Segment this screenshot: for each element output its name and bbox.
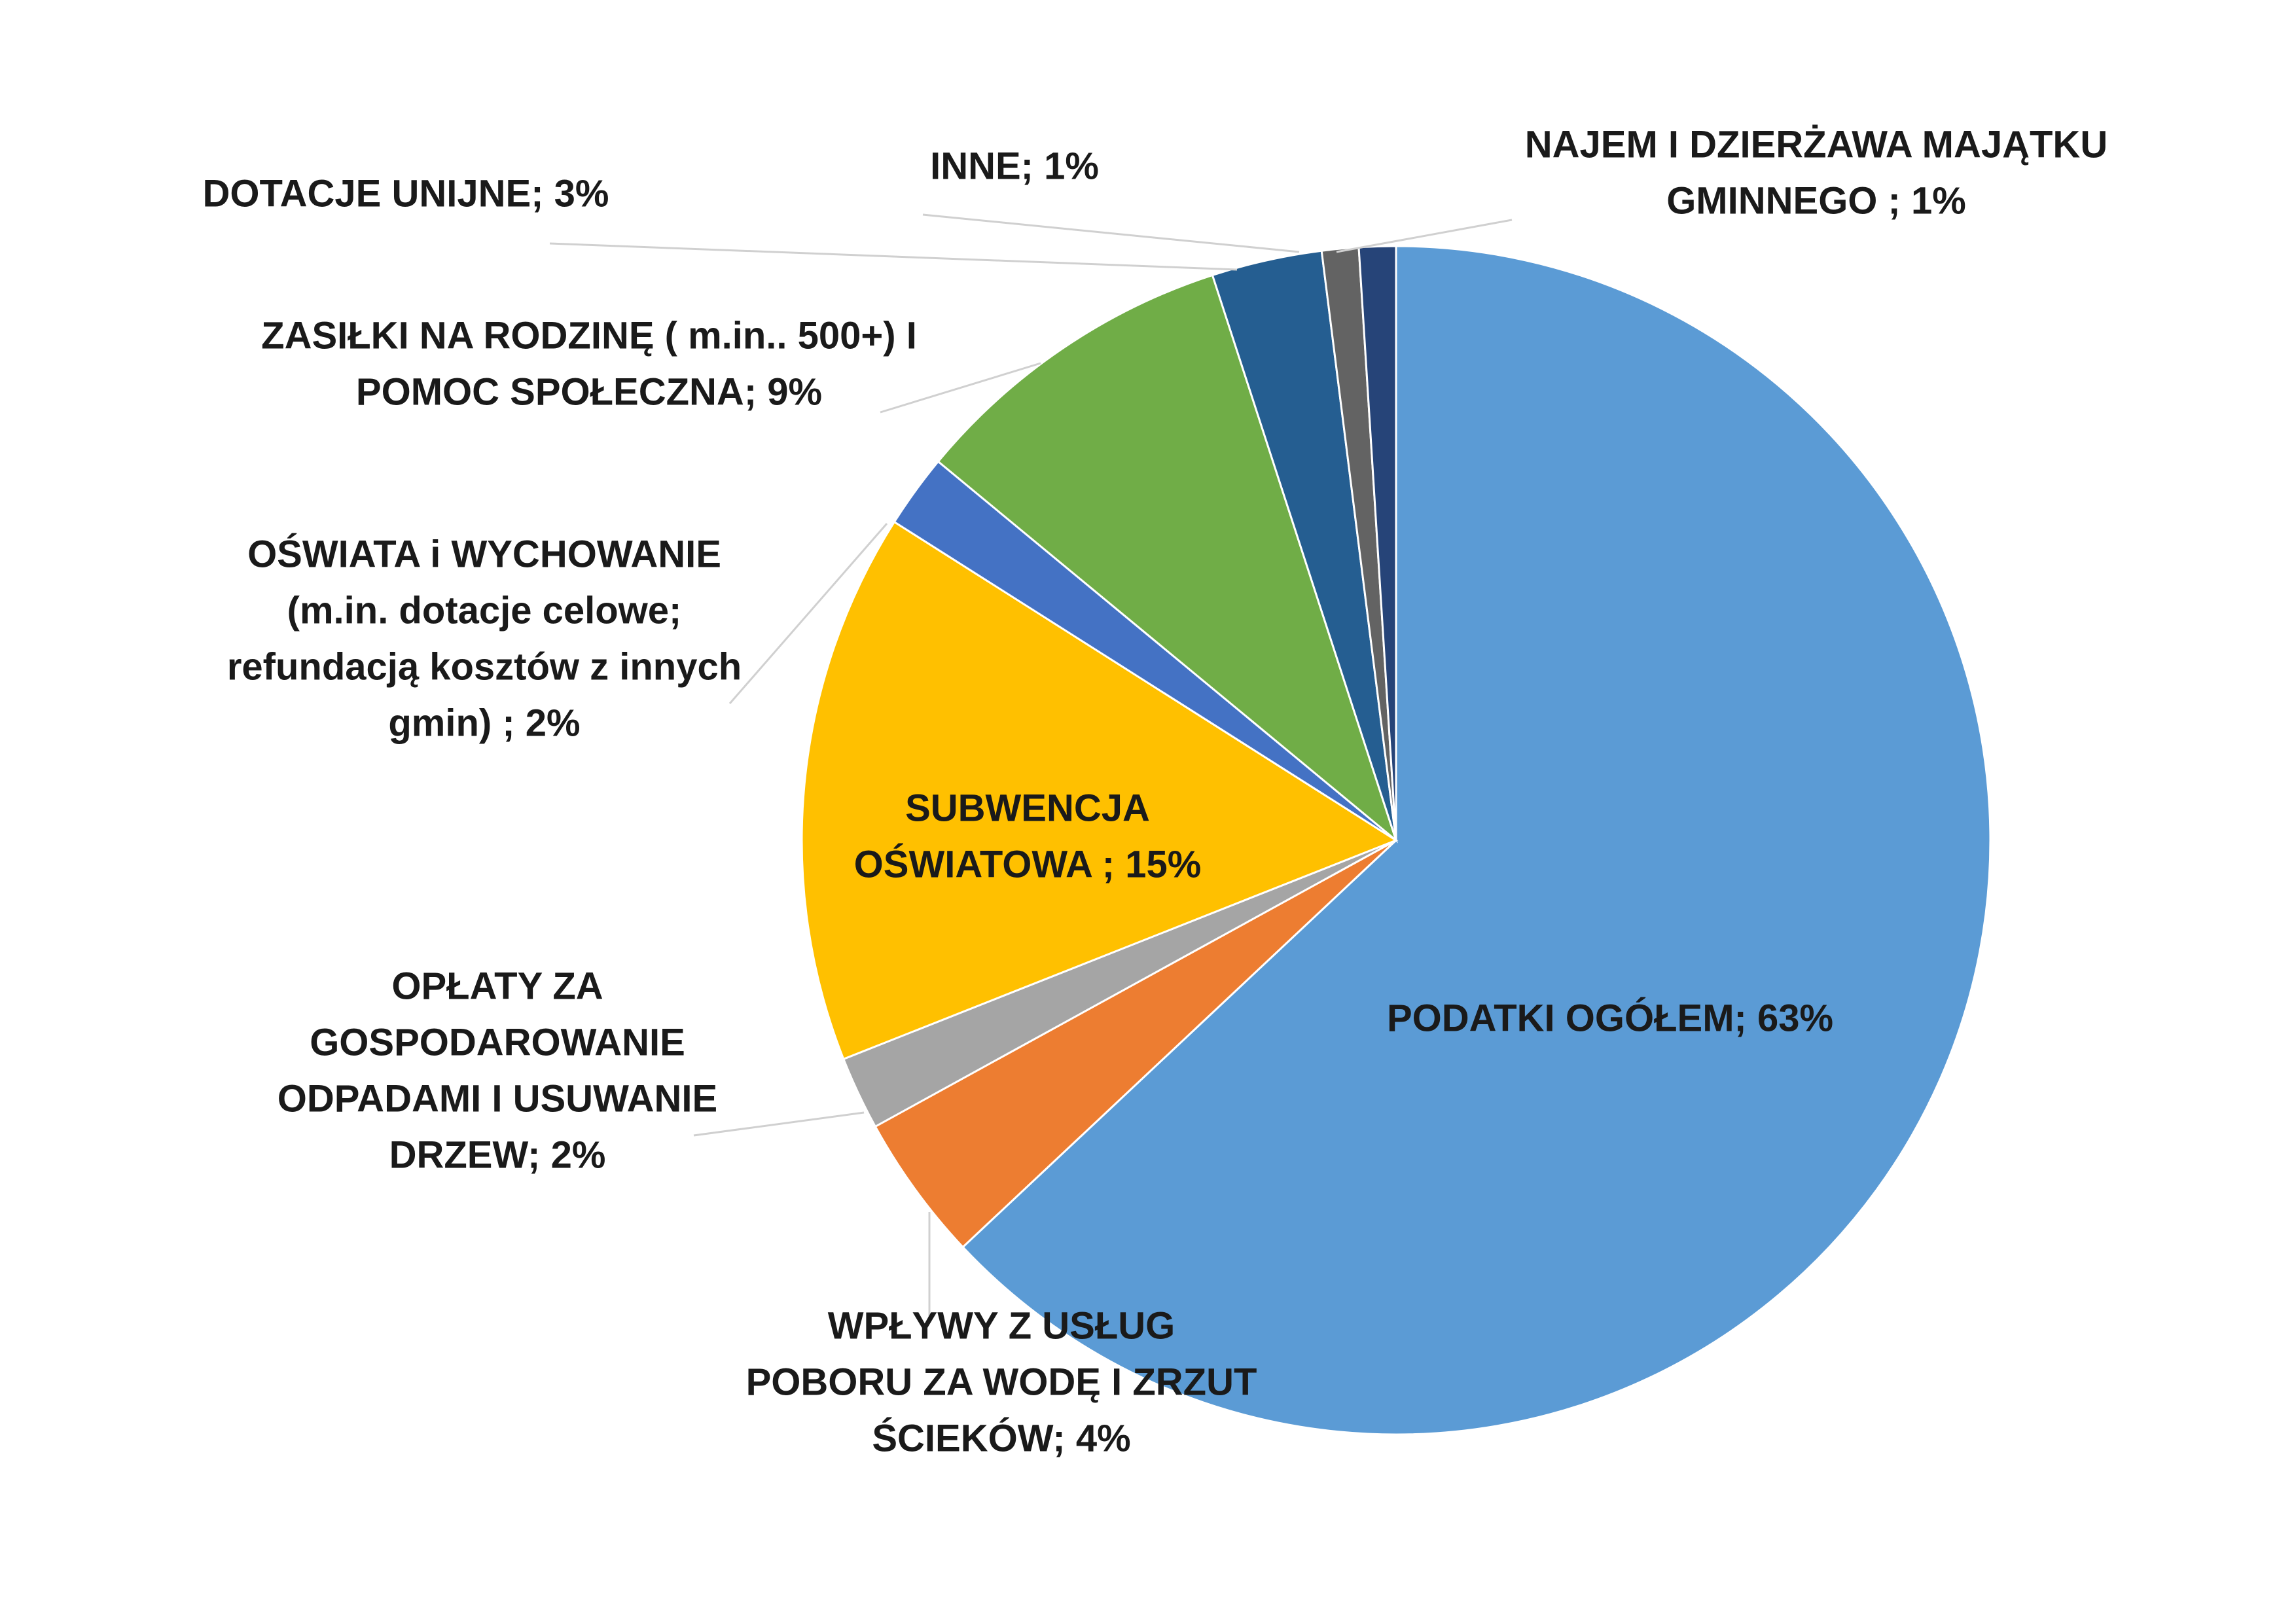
data-label-line: GMINNEGO ; 1% <box>1666 179 1966 222</box>
leader-line-5 <box>728 523 888 704</box>
data-label-line: DOTACJE UNIJNE; 3% <box>203 172 609 215</box>
data-label-6: ZASIŁKI NA RODZINĘ ( m.in.. 500+) I POMOC… <box>261 314 917 413</box>
pie-slice-4 <box>800 520 1399 1061</box>
leader-line-8 <box>922 213 1300 253</box>
data-label-9: NAJEM I DZIERŻAWA MAJĄTKU GMINNEGO ; 1% <box>1525 123 2108 222</box>
data-label-line: OPŁATY ZA <box>391 965 603 1007</box>
data-label-line: WPŁYWY Z USŁUG <box>828 1304 1175 1347</box>
data-label-line: INNE; 1% <box>930 145 1099 187</box>
data-label-line: POBORU ZA WODĘ I ZRZUT <box>746 1361 1257 1403</box>
leader-line-9 <box>1336 219 1513 253</box>
data-label-7: DOTACJE UNIJNE; 3% <box>203 172 609 215</box>
data-labels: PODATKI OGÓŁEM; 63% WPŁYWY Z USŁUG POBORU … <box>203 123 2108 1459</box>
data-label-line: NAJEM I DZIERŻAWA MAJĄTKU <box>1525 123 2108 166</box>
data-label-1: PODATKI OGÓŁEM; 63% <box>1387 997 1833 1039</box>
pie-slice-1 <box>961 245 1992 1436</box>
data-label-line: DRZEW; 2% <box>389 1133 606 1176</box>
leader-line-7 <box>549 242 1238 271</box>
data-label-line: ODPADAMI I USUWANIE <box>278 1077 717 1120</box>
data-label-line: ZASIŁKI NA RODZINĘ ( m.in.. 500+) I <box>261 314 917 357</box>
data-label-8: INNE; 1% <box>930 145 1099 187</box>
data-label-line: OŚWIATOWA ; 15% <box>854 843 1202 885</box>
leader-line-3 <box>693 1111 865 1137</box>
data-label-line: refundacją kosztów z innych <box>227 645 742 688</box>
data-label-line: SUBWENCJA <box>905 787 1150 829</box>
data-label-line: ŚCIEKÓW; 4% <box>872 1417 1130 1459</box>
data-label-5: OŚWIATA i WYCHOWANIE (m.in. dotacje celow… <box>227 533 742 744</box>
data-label-line: POMOC SPOŁECZNA; 9% <box>356 370 822 413</box>
data-label-line: OŚWIATA i WYCHOWANIE <box>247 533 721 575</box>
data-label-line: GOSPODAROWANIE <box>310 1021 685 1063</box>
pie-slices <box>800 245 1992 1436</box>
data-label-line: PODATKI OGÓŁEM; 63% <box>1387 997 1833 1039</box>
data-label-2: WPŁYWY Z USŁUG POBORU ZA WODĘ I ZRZUT ŚCIE… <box>746 1304 1257 1459</box>
pie-slice-6 <box>937 274 1399 844</box>
data-label-3: OPŁATY ZA GOSPODAROWANIE ODPADAMI I USUWAN… <box>278 965 717 1176</box>
data-label-4: SUBWENCJA OŚWIATOWA ; 15% <box>854 787 1202 885</box>
data-label-line: gmin) ; 2% <box>388 702 580 744</box>
pie-slice-2 <box>874 839 1397 1249</box>
leader-lines <box>549 213 1513 1322</box>
data-label-line: (m.in. dotacje celowe; <box>287 589 682 632</box>
leader-line-6 <box>880 362 1041 414</box>
